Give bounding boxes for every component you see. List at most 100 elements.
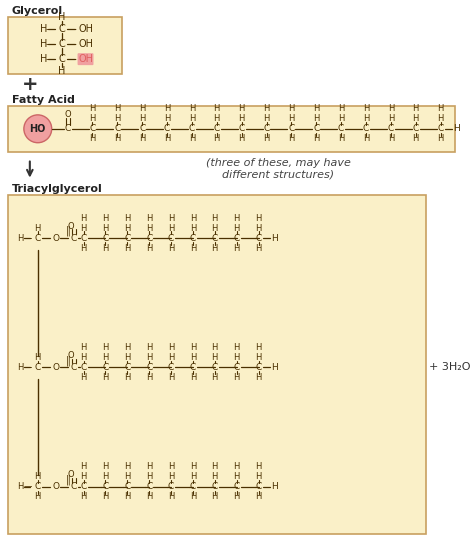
Text: H: H [81,353,87,362]
Text: O: O [52,363,59,372]
Text: H: H [168,343,174,352]
Text: H: H [164,115,170,123]
Text: H: H [81,472,87,481]
Text: H: H [412,115,419,123]
Text: H: H [146,353,152,362]
Text: H: H [255,373,262,382]
Text: H: H [89,115,96,123]
Text: H: H [234,343,240,352]
Text: C: C [58,24,65,34]
Text: H: H [102,472,109,481]
Text: C: C [363,124,369,133]
Text: H: H [271,482,278,491]
Text: O: O [52,482,59,491]
Text: O: O [64,110,71,119]
Text: H: H [189,134,195,143]
Text: C: C [189,124,195,133]
Text: —: — [24,233,32,243]
Text: C: C [168,363,174,372]
Text: C: C [71,363,77,372]
Text: H: H [211,244,218,252]
FancyBboxPatch shape [8,17,122,74]
Text: H: H [190,224,196,233]
Text: H: H [102,493,109,501]
Text: H: H [288,115,294,123]
Text: H: H [190,353,196,362]
FancyBboxPatch shape [8,195,426,534]
Text: C: C [212,233,218,243]
Text: —: — [46,54,55,64]
Text: H: H [81,224,87,233]
Text: C: C [64,124,71,133]
Text: C: C [234,363,240,372]
Text: H: H [255,472,262,481]
Text: C: C [234,482,240,491]
Text: H: H [234,493,240,501]
Text: H: H [255,493,262,501]
Text: H: H [17,482,23,491]
Text: H: H [264,104,270,113]
Text: H: H [124,463,130,471]
Text: H: H [139,115,146,123]
Text: H: H [313,104,319,113]
Text: H: H [211,373,218,382]
Text: H: H [190,244,196,252]
Text: H: H [313,115,319,123]
Text: H: H [363,134,369,143]
Text: C: C [255,233,262,243]
Text: C: C [146,233,152,243]
Text: C: C [338,124,344,133]
Text: H: H [102,463,109,471]
Text: H: H [234,472,240,481]
Text: H: H [102,214,109,223]
Text: H: H [214,134,220,143]
Text: C: C [438,124,444,133]
Text: H: H [234,224,240,233]
FancyBboxPatch shape [78,53,93,65]
Text: H: H [17,233,23,243]
Text: H: H [190,493,196,501]
Text: Triacylglycerol: Triacylglycerol [12,185,103,194]
Text: C: C [212,363,218,372]
Text: H: H [58,66,65,76]
Text: H: H [139,104,146,113]
Text: H: H [124,224,130,233]
Text: + 3H₂O: + 3H₂O [429,363,470,372]
Text: H: H [438,115,444,123]
Text: H: H [388,115,394,123]
Text: H: H [81,373,87,382]
Text: O: O [67,222,74,231]
Text: H: H [124,373,130,382]
Text: H: H [255,214,262,223]
Text: H: H [189,104,195,113]
Text: H: H [168,472,174,481]
Text: H: H [89,134,96,143]
Text: C: C [412,124,419,133]
Text: H: H [124,214,130,223]
Text: H: H [168,214,174,223]
Text: C: C [124,363,130,372]
Text: H: H [412,104,419,113]
Text: H: H [388,104,394,113]
Text: H: H [35,353,41,362]
Text: HO: HO [29,124,46,134]
Text: H: H [40,39,47,49]
Text: H: H [168,373,174,382]
Text: H: H [58,12,65,22]
Text: H: H [363,104,369,113]
Text: H: H [234,373,240,382]
Text: H: H [288,104,294,113]
Text: C: C [190,233,196,243]
Text: C: C [81,233,87,243]
Text: H: H [168,353,174,362]
Text: H: H [124,472,130,481]
Text: C: C [146,363,152,372]
Text: C: C [146,482,152,491]
Text: —: — [46,39,55,49]
Text: C: C [139,124,146,133]
Text: H: H [211,353,218,362]
Text: O: O [52,233,59,243]
Text: H: H [363,115,369,123]
Text: H: H [189,115,195,123]
Text: H: H [168,244,174,252]
